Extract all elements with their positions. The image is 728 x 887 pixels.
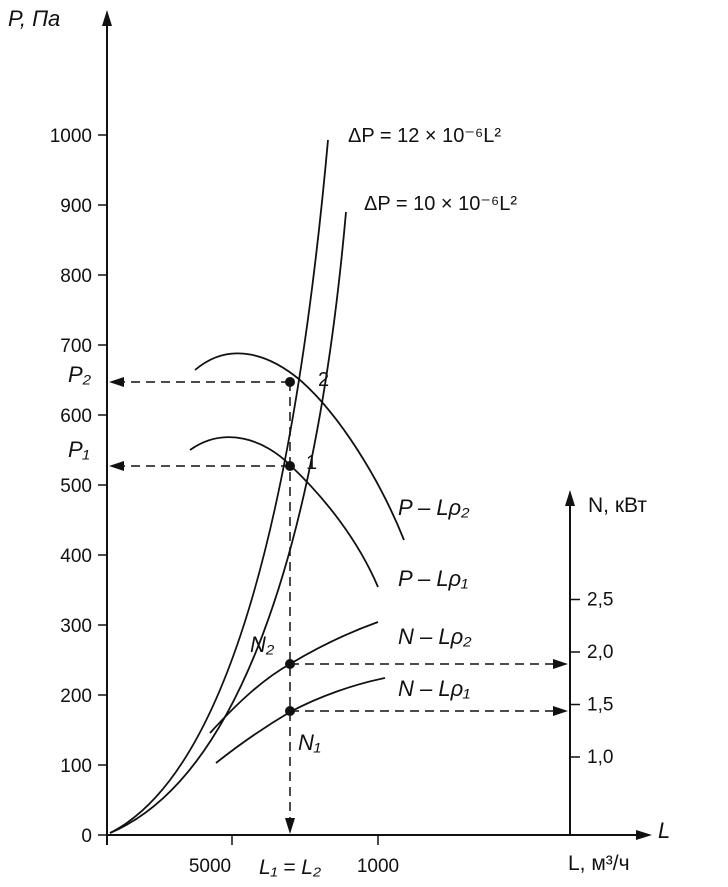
n-axis-ticks: 1,0 1,5 2,0 2,5	[570, 590, 613, 768]
n2-projection-arrow	[553, 659, 568, 669]
point-1-label: 1	[306, 452, 317, 474]
n-rho2-curve	[209, 621, 379, 734]
n2-label: N₂	[250, 632, 275, 657]
n1-projection-arrow	[553, 706, 568, 716]
p-tick-label-800: 800	[60, 266, 92, 287]
p-tick-label-300: 300	[60, 616, 92, 637]
x-axis-ticks: 5000 1000 L₁ = L₂	[189, 835, 399, 879]
p-tick-label-900: 900	[60, 196, 92, 217]
n-tick-label-2: 2,0	[587, 642, 613, 663]
point-1	[285, 461, 295, 471]
p-rho2-curve	[194, 352, 405, 541]
p-tick-label-400: 400	[60, 546, 92, 567]
operating-points	[285, 377, 295, 716]
p-tick-label-700: 700	[60, 336, 92, 357]
p-axis-arrow	[102, 10, 112, 26]
p1-projection-arrow	[109, 461, 124, 471]
p-rho1-label: P – Lρ₁	[398, 566, 468, 591]
x-tick-label-5000: 5000	[189, 856, 231, 877]
projection-lines	[109, 377, 568, 834]
n-axis-label: N, кВт	[588, 494, 647, 517]
point-2	[285, 377, 295, 387]
dp-10-label: ΔP = 10 × 10⁻⁶L²	[364, 193, 517, 215]
p-rho2-label: P – Lρ₂	[398, 495, 470, 520]
p2-projection-arrow	[109, 377, 124, 387]
point-n2	[285, 659, 295, 669]
dp-10-curve	[109, 211, 347, 834]
p-tick-label-500: 500	[60, 476, 92, 497]
dp-12-curve	[109, 139, 329, 834]
point-n1	[285, 706, 295, 716]
p1-value-label: P₁	[68, 437, 90, 462]
p-tick-label-0: 0	[81, 826, 92, 847]
p-axis-label: P, Па	[8, 6, 60, 31]
n-axis-arrow	[565, 490, 575, 506]
n1-label: N₁	[298, 730, 321, 755]
p-tick-label-1000: 1000	[50, 126, 92, 147]
n-tick-label-1: 1,5	[587, 695, 613, 716]
n-rho2-label: N – Lρ₂	[398, 624, 472, 649]
dp-12-label: ΔP = 12 × 10⁻⁶L²	[348, 125, 501, 147]
x-axis-arrow	[636, 830, 652, 840]
n-tick-label-0: 1,0	[587, 747, 613, 768]
x-axis-label: L, м³/ч	[568, 852, 630, 875]
point-2-label: 2	[318, 369, 329, 391]
curves	[109, 139, 405, 834]
p-tick-label-200: 200	[60, 686, 92, 707]
curve-labels: ΔP = 12 × 10⁻⁶L² ΔP = 10 × 10⁻⁶L² P – Lρ…	[348, 125, 517, 701]
p-tick-label-100: 100	[60, 756, 92, 777]
x-tick-label-1000: 1000	[357, 856, 399, 877]
n-rho1-label: N – Lρ₁	[398, 676, 470, 701]
x-marked-value-label: L₁ = L₂	[259, 856, 321, 879]
axes	[102, 10, 652, 845]
p-axis-ticks: 0 100 200 300 400 500 600 700 800 900 1000	[50, 126, 107, 847]
p2-value-label: P₂	[68, 362, 92, 387]
x-axis-arrow-label: L	[658, 818, 670, 843]
point-labels: 2 1 P₂ P₁ N₂ N₁	[68, 362, 329, 755]
l-projection-arrow	[285, 818, 295, 834]
p-rho1-curve	[189, 436, 379, 588]
p-tick-label-600: 600	[60, 406, 92, 427]
n-tick-label-3: 2,5	[587, 590, 613, 611]
